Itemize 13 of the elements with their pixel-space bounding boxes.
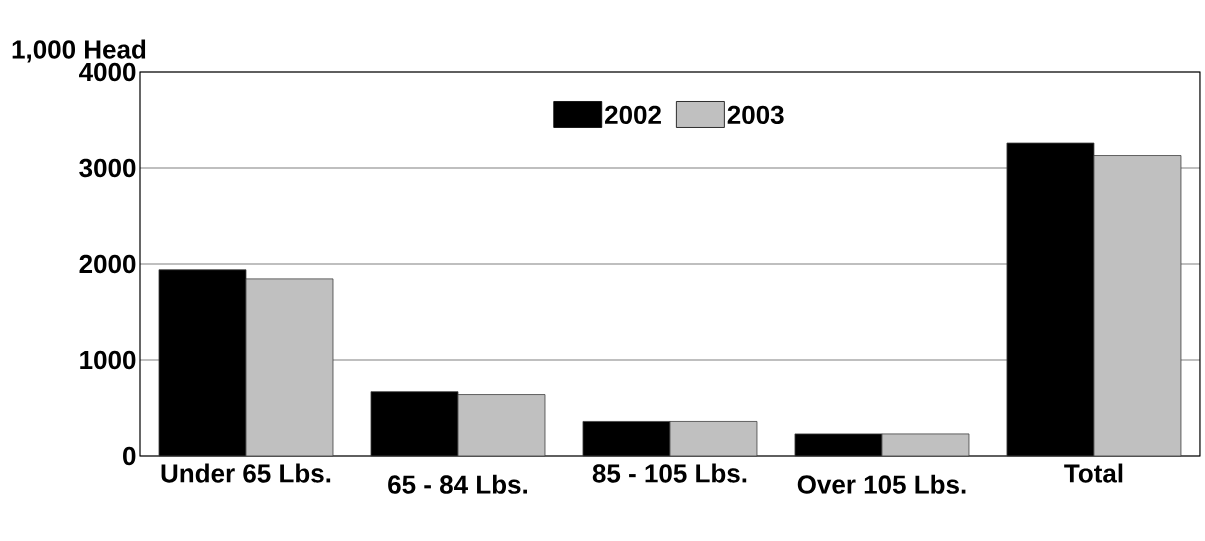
y-tick-label: 1000	[80, 350, 136, 370]
y-axis-title: 1,000 Head	[12, 39, 146, 63]
y-tick-label: 4000	[79, 62, 136, 82]
y-tick-label: 2000	[79, 254, 136, 274]
legend-label: 2002	[605, 105, 661, 125]
x-tick-label: Total	[1064, 463, 1123, 483]
y-tick-label: 3000	[79, 158, 136, 178]
x-tick-label: 85 - 105 Lbs.	[592, 463, 747, 483]
x-tick-label: Under 65 Lbs.	[161, 463, 331, 483]
x-tick-label: 65 - 84 Lbs.	[388, 474, 527, 494]
legend-label: 2003	[727, 105, 784, 125]
y-tick-label: 0	[123, 446, 136, 466]
x-tick-label: Over 105 Lbs.	[797, 474, 966, 494]
